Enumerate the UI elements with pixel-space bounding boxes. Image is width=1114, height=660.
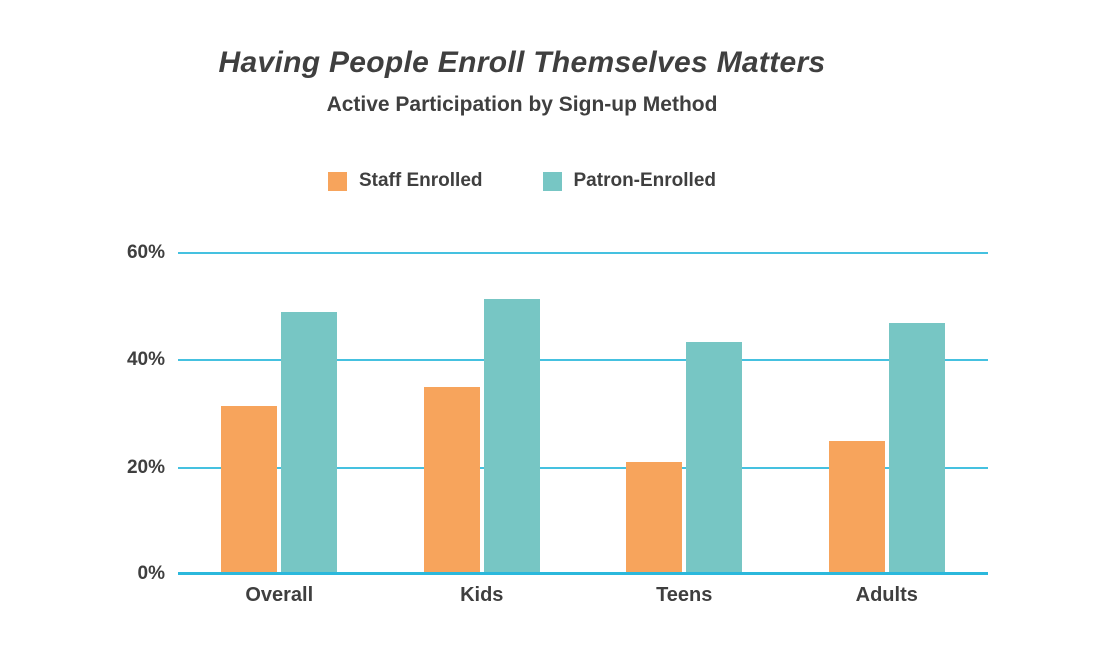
y-tick-label-40: 40% xyxy=(126,349,165,371)
chart-subtitle: Active Participation by Sign-up Method xyxy=(326,93,718,116)
gridline-20: 20% xyxy=(127,457,988,478)
bar-staff-enrolled-adults xyxy=(828,440,885,575)
legend-item-patron-enrolled: Patron-Enrolled xyxy=(542,170,717,192)
y-tick-label-20: 20% xyxy=(126,456,165,478)
x-axis-label-adults: Adults xyxy=(855,584,918,606)
bar-patron-enrolled-kids xyxy=(483,298,540,575)
legend-swatch-staff-enrolled-icon xyxy=(327,171,347,191)
x-axis-baseline: 0% xyxy=(138,563,988,584)
legend-swatch-patron-enrolled-icon xyxy=(542,171,562,191)
bar-staff-enrolled-overall xyxy=(221,405,278,575)
chart-title: Having People Enroll Themselves Matters xyxy=(218,46,826,79)
bar-group-teens xyxy=(583,253,786,575)
bar-patron-enrolled-overall xyxy=(281,312,338,575)
x-axis-labels: Overall Kids Teens Adults xyxy=(178,584,988,607)
legend-item-staff-enrolled: Staff Enrolled xyxy=(327,170,483,192)
bar-group-adults xyxy=(786,253,989,575)
y-tick-label-0: 0% xyxy=(137,562,165,584)
bar-staff-enrolled-kids xyxy=(423,387,480,575)
chart-header: Having People Enroll Themselves Matters … xyxy=(0,0,1044,192)
y-tick-label-60: 60% xyxy=(126,242,165,263)
gridline-60: 60% xyxy=(127,242,988,263)
x-axis-label-kids: Kids xyxy=(460,584,504,606)
bar-patron-enrolled-adults xyxy=(888,322,945,575)
bar-patron-enrolled-teens xyxy=(686,341,743,575)
legend-label-staff-enrolled: Staff Enrolled xyxy=(358,170,483,192)
legend: Staff Enrolled Patron-Enrolled xyxy=(0,170,1044,192)
x-axis-label-teens: Teens xyxy=(656,584,713,606)
bar-group-kids xyxy=(381,253,584,575)
bars xyxy=(178,253,988,575)
bar-staff-enrolled-teens xyxy=(626,462,683,575)
x-axis-label-overall: Overall xyxy=(245,584,314,606)
gridline-40: 40% xyxy=(127,349,988,370)
bar-group-overall xyxy=(178,253,381,575)
legend-label-patron-enrolled: Patron-Enrolled xyxy=(573,170,717,192)
plot-area: 0% 20% 40% 60% xyxy=(127,242,988,584)
